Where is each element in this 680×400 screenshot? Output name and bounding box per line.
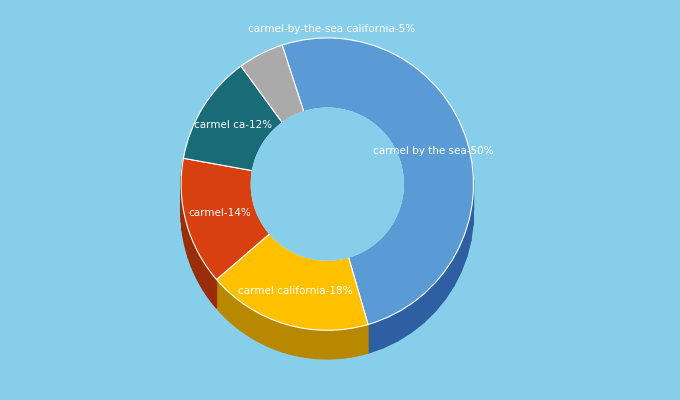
Polygon shape <box>345 328 351 358</box>
Polygon shape <box>351 327 357 357</box>
Polygon shape <box>334 330 340 359</box>
Text: carmel-by-the-sea california-5%: carmel-by-the-sea california-5% <box>248 24 415 34</box>
Polygon shape <box>256 312 262 343</box>
Polygon shape <box>199 254 201 286</box>
Polygon shape <box>328 330 334 359</box>
Polygon shape <box>454 243 461 286</box>
Polygon shape <box>288 325 294 355</box>
Circle shape <box>252 108 403 260</box>
Wedge shape <box>216 234 368 330</box>
Polygon shape <box>188 229 190 262</box>
Polygon shape <box>357 326 362 356</box>
Polygon shape <box>300 328 305 357</box>
Polygon shape <box>461 228 466 271</box>
Polygon shape <box>317 330 322 359</box>
Polygon shape <box>471 196 473 241</box>
Polygon shape <box>262 315 267 346</box>
Polygon shape <box>435 270 445 312</box>
Polygon shape <box>233 296 237 328</box>
Wedge shape <box>181 158 270 280</box>
Polygon shape <box>267 317 272 348</box>
Polygon shape <box>398 304 411 341</box>
Polygon shape <box>194 246 197 278</box>
Polygon shape <box>368 319 383 353</box>
Wedge shape <box>184 66 282 171</box>
Polygon shape <box>283 323 288 354</box>
Polygon shape <box>191 238 193 270</box>
Polygon shape <box>203 262 205 294</box>
Polygon shape <box>190 233 191 266</box>
Polygon shape <box>472 164 473 209</box>
Polygon shape <box>224 288 228 320</box>
Polygon shape <box>277 322 283 352</box>
Polygon shape <box>197 250 199 282</box>
Polygon shape <box>362 324 368 354</box>
Polygon shape <box>211 272 214 305</box>
Polygon shape <box>183 207 184 240</box>
Polygon shape <box>187 225 188 258</box>
Polygon shape <box>242 303 247 335</box>
Polygon shape <box>383 312 398 348</box>
Polygon shape <box>445 257 454 299</box>
Polygon shape <box>186 220 187 253</box>
Polygon shape <box>228 292 233 324</box>
Polygon shape <box>237 299 242 331</box>
Wedge shape <box>241 45 304 123</box>
Polygon shape <box>466 212 471 256</box>
Polygon shape <box>184 212 185 245</box>
Text: carmel-14%: carmel-14% <box>189 208 252 218</box>
Polygon shape <box>252 309 256 341</box>
Wedge shape <box>282 38 473 324</box>
Polygon shape <box>220 284 224 316</box>
Polygon shape <box>247 306 252 338</box>
Polygon shape <box>205 265 208 298</box>
Polygon shape <box>214 276 216 308</box>
Polygon shape <box>411 294 424 332</box>
Text: carmel ca-12%: carmel ca-12% <box>194 120 272 130</box>
Polygon shape <box>305 329 311 358</box>
Polygon shape <box>185 216 186 249</box>
Polygon shape <box>201 258 203 290</box>
Polygon shape <box>322 330 328 359</box>
Text: carmel by the sea-50%: carmel by the sea-50% <box>373 146 494 156</box>
Polygon shape <box>340 329 345 358</box>
Polygon shape <box>193 242 194 274</box>
Polygon shape <box>294 326 300 356</box>
Polygon shape <box>311 329 317 358</box>
Polygon shape <box>216 280 220 312</box>
Text: carmel california-18%: carmel california-18% <box>239 286 353 296</box>
Polygon shape <box>272 320 277 350</box>
Polygon shape <box>208 269 211 301</box>
Polygon shape <box>424 283 435 322</box>
